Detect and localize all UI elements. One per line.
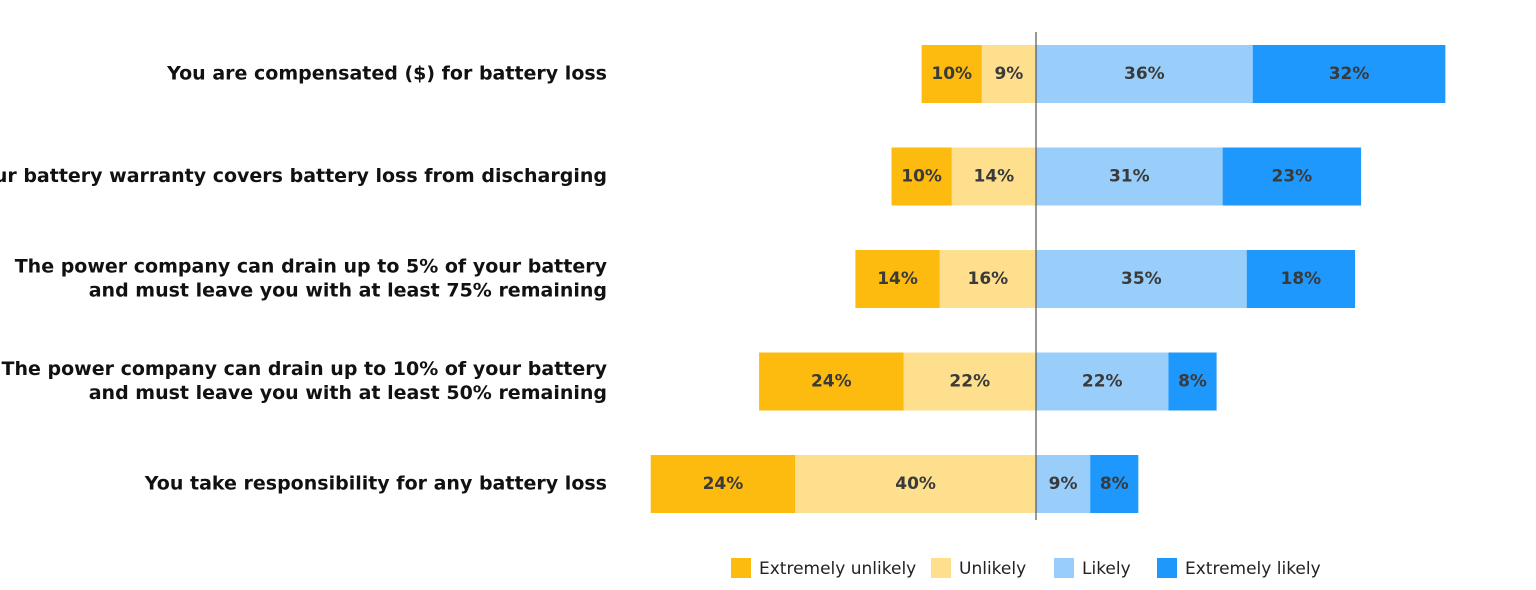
category-label: and must leave you with at least 75% rem… bbox=[89, 280, 607, 302]
bar-segment bbox=[903, 352, 1036, 411]
category-label: and must leave you with at least 50% rem… bbox=[89, 382, 607, 404]
bar-segment bbox=[855, 250, 940, 308]
bar-segment bbox=[1252, 45, 1446, 103]
data-label: 14% bbox=[877, 269, 918, 289]
data-label: 10% bbox=[931, 64, 972, 84]
data-label: 32% bbox=[1329, 64, 1370, 84]
data-label: 10% bbox=[901, 167, 942, 187]
data-label: 18% bbox=[1281, 269, 1322, 289]
legend-swatch bbox=[731, 558, 751, 578]
bar-segment bbox=[1036, 45, 1253, 103]
data-label: 36% bbox=[1124, 64, 1165, 84]
bar-segment bbox=[981, 45, 1036, 103]
data-label: 9% bbox=[994, 64, 1023, 84]
category-label: You take responsibility for any battery … bbox=[144, 473, 607, 495]
bar-segment bbox=[1036, 147, 1223, 206]
bar-segment bbox=[1036, 352, 1169, 411]
legend-swatch bbox=[1157, 558, 1177, 578]
data-label: 22% bbox=[1082, 372, 1123, 392]
bar-segment bbox=[759, 352, 904, 411]
data-label: 9% bbox=[1049, 474, 1078, 494]
bar-segment bbox=[1090, 455, 1139, 513]
data-label: 8% bbox=[1178, 372, 1207, 392]
bar-segment bbox=[1168, 352, 1217, 411]
bar-segment bbox=[795, 455, 1036, 513]
bar-segment bbox=[1036, 250, 1247, 308]
data-label: 24% bbox=[703, 474, 744, 494]
data-label: 40% bbox=[895, 474, 936, 494]
data-label: 35% bbox=[1121, 269, 1162, 289]
category-label: Your battery warranty covers battery los… bbox=[0, 165, 607, 187]
bar-segment bbox=[1246, 250, 1356, 308]
data-label: 31% bbox=[1109, 167, 1150, 187]
bar-segment bbox=[921, 45, 982, 103]
data-label: 14% bbox=[974, 167, 1015, 187]
legend-swatch bbox=[1054, 558, 1074, 578]
legend-label: Extremely unlikely bbox=[759, 559, 916, 579]
data-label: 22% bbox=[949, 372, 990, 392]
data-label: 16% bbox=[967, 269, 1008, 289]
bar-segment bbox=[1222, 147, 1362, 206]
data-label: 8% bbox=[1100, 474, 1129, 494]
bar-segment bbox=[1036, 455, 1091, 513]
bar-segment bbox=[939, 250, 1036, 308]
bar-segment bbox=[951, 147, 1036, 206]
category-label: You are compensated ($) for battery loss bbox=[166, 63, 607, 85]
category-label: The power company can drain up to 10% of… bbox=[2, 358, 608, 380]
bar-segment bbox=[891, 147, 952, 206]
legend-swatch bbox=[931, 558, 951, 578]
data-label: 23% bbox=[1271, 167, 1312, 187]
data-label: 24% bbox=[811, 372, 852, 392]
category-label: The power company can drain up to 5% of … bbox=[15, 256, 608, 278]
legend-label: Likely bbox=[1082, 559, 1131, 579]
legend-label: Unlikely bbox=[959, 559, 1026, 579]
legend-label: Extremely likely bbox=[1185, 559, 1321, 579]
bar-segment bbox=[650, 455, 796, 513]
